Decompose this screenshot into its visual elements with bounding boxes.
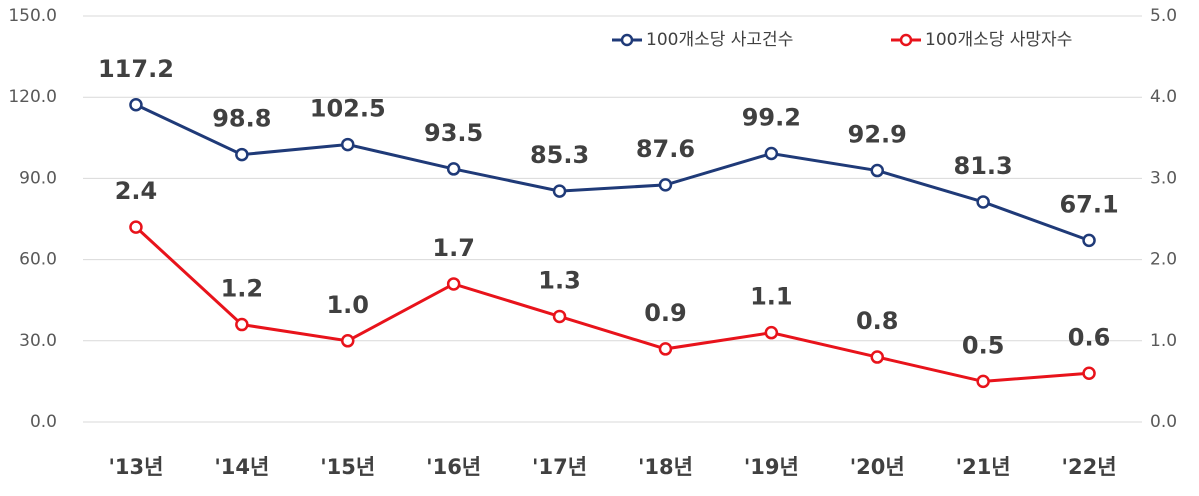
point-marker: [976, 195, 990, 209]
y2-tick-label: 0.0: [1150, 412, 1177, 432]
legend-label: 100개소당 사고건수: [646, 30, 793, 50]
data-label: 1.1: [750, 283, 793, 311]
x-tick-label: '17년: [532, 455, 587, 479]
data-label: 1.0: [326, 291, 369, 319]
data-label: 81.3: [954, 152, 1013, 180]
data-label: 0.8: [856, 307, 899, 335]
x-tick-label: '15년: [320, 455, 375, 479]
series-line: [134, 226, 1090, 383]
y-tick-label: 30.0: [19, 331, 57, 351]
point-marker: [658, 342, 673, 356]
data-label: 0.5: [962, 331, 1005, 359]
y2-tick-label: 4.0: [1150, 87, 1177, 107]
data-label: 67.1: [1059, 190, 1118, 218]
data-label: 0.6: [1068, 323, 1111, 351]
x-tick-label: '21년: [956, 455, 1011, 479]
point-marker: [870, 163, 884, 178]
point-marker: [341, 334, 355, 348]
point-marker: [658, 178, 673, 192]
data-label: 85.3: [530, 141, 589, 169]
data-label: 117.2: [98, 55, 174, 83]
y-tick-label: 0.0: [30, 412, 57, 432]
x-tick-label: '20년: [850, 455, 905, 479]
data-label: 1.3: [538, 266, 581, 294]
point-marker: [235, 147, 249, 162]
series-line: [135, 103, 1090, 242]
y2-tick-label: 1.0: [1150, 331, 1177, 351]
data-label: 1.7: [432, 234, 475, 262]
data-label: 92.9: [848, 121, 907, 149]
legend-marker: [899, 33, 913, 47]
legend-marker: [620, 33, 634, 47]
data-label: 93.5: [424, 119, 483, 147]
point-marker: [870, 350, 884, 364]
y2-tick-label: 5.0: [1150, 6, 1177, 26]
point-marker: [235, 317, 249, 332]
data-label: 2.4: [115, 177, 158, 205]
point-marker: [552, 184, 567, 198]
data-label: 99.2: [742, 103, 801, 131]
point-marker: [341, 137, 355, 152]
point-marker: [1082, 233, 1096, 248]
data-label: 1.2: [221, 275, 264, 303]
point-marker: [446, 277, 461, 291]
point-marker: [552, 309, 567, 324]
y2-tick-label: 3.0: [1150, 168, 1177, 188]
point-marker: [976, 374, 990, 389]
point-marker: [764, 325, 779, 340]
data-label: 87.6: [636, 135, 695, 163]
point-marker: [446, 162, 461, 176]
point-marker: [129, 98, 143, 112]
x-tick-label: '22년: [1062, 455, 1117, 479]
y-tick-label: 120.0: [8, 87, 57, 107]
x-tick-label: '13년: [108, 455, 163, 479]
x-tick-label: '19년: [744, 455, 799, 479]
legend-label: 100개소당 사망자수: [925, 30, 1072, 50]
x-tick-label: '18년: [638, 455, 693, 479]
point-marker: [129, 220, 143, 234]
y-tick-label: 60.0: [19, 250, 57, 270]
x-tick-label: '16년: [426, 455, 481, 479]
point-marker: [1082, 366, 1096, 381]
data-label: 98.8: [212, 105, 271, 133]
data-label: 0.9: [644, 299, 687, 327]
x-tick-label: '14년: [214, 455, 269, 479]
data-label: 102.5: [310, 95, 386, 123]
y2-tick-label: 2.0: [1150, 250, 1177, 270]
y-tick-label: 150.0: [8, 6, 57, 26]
y-tick-label: 90.0: [19, 168, 57, 188]
point-marker: [764, 146, 779, 161]
